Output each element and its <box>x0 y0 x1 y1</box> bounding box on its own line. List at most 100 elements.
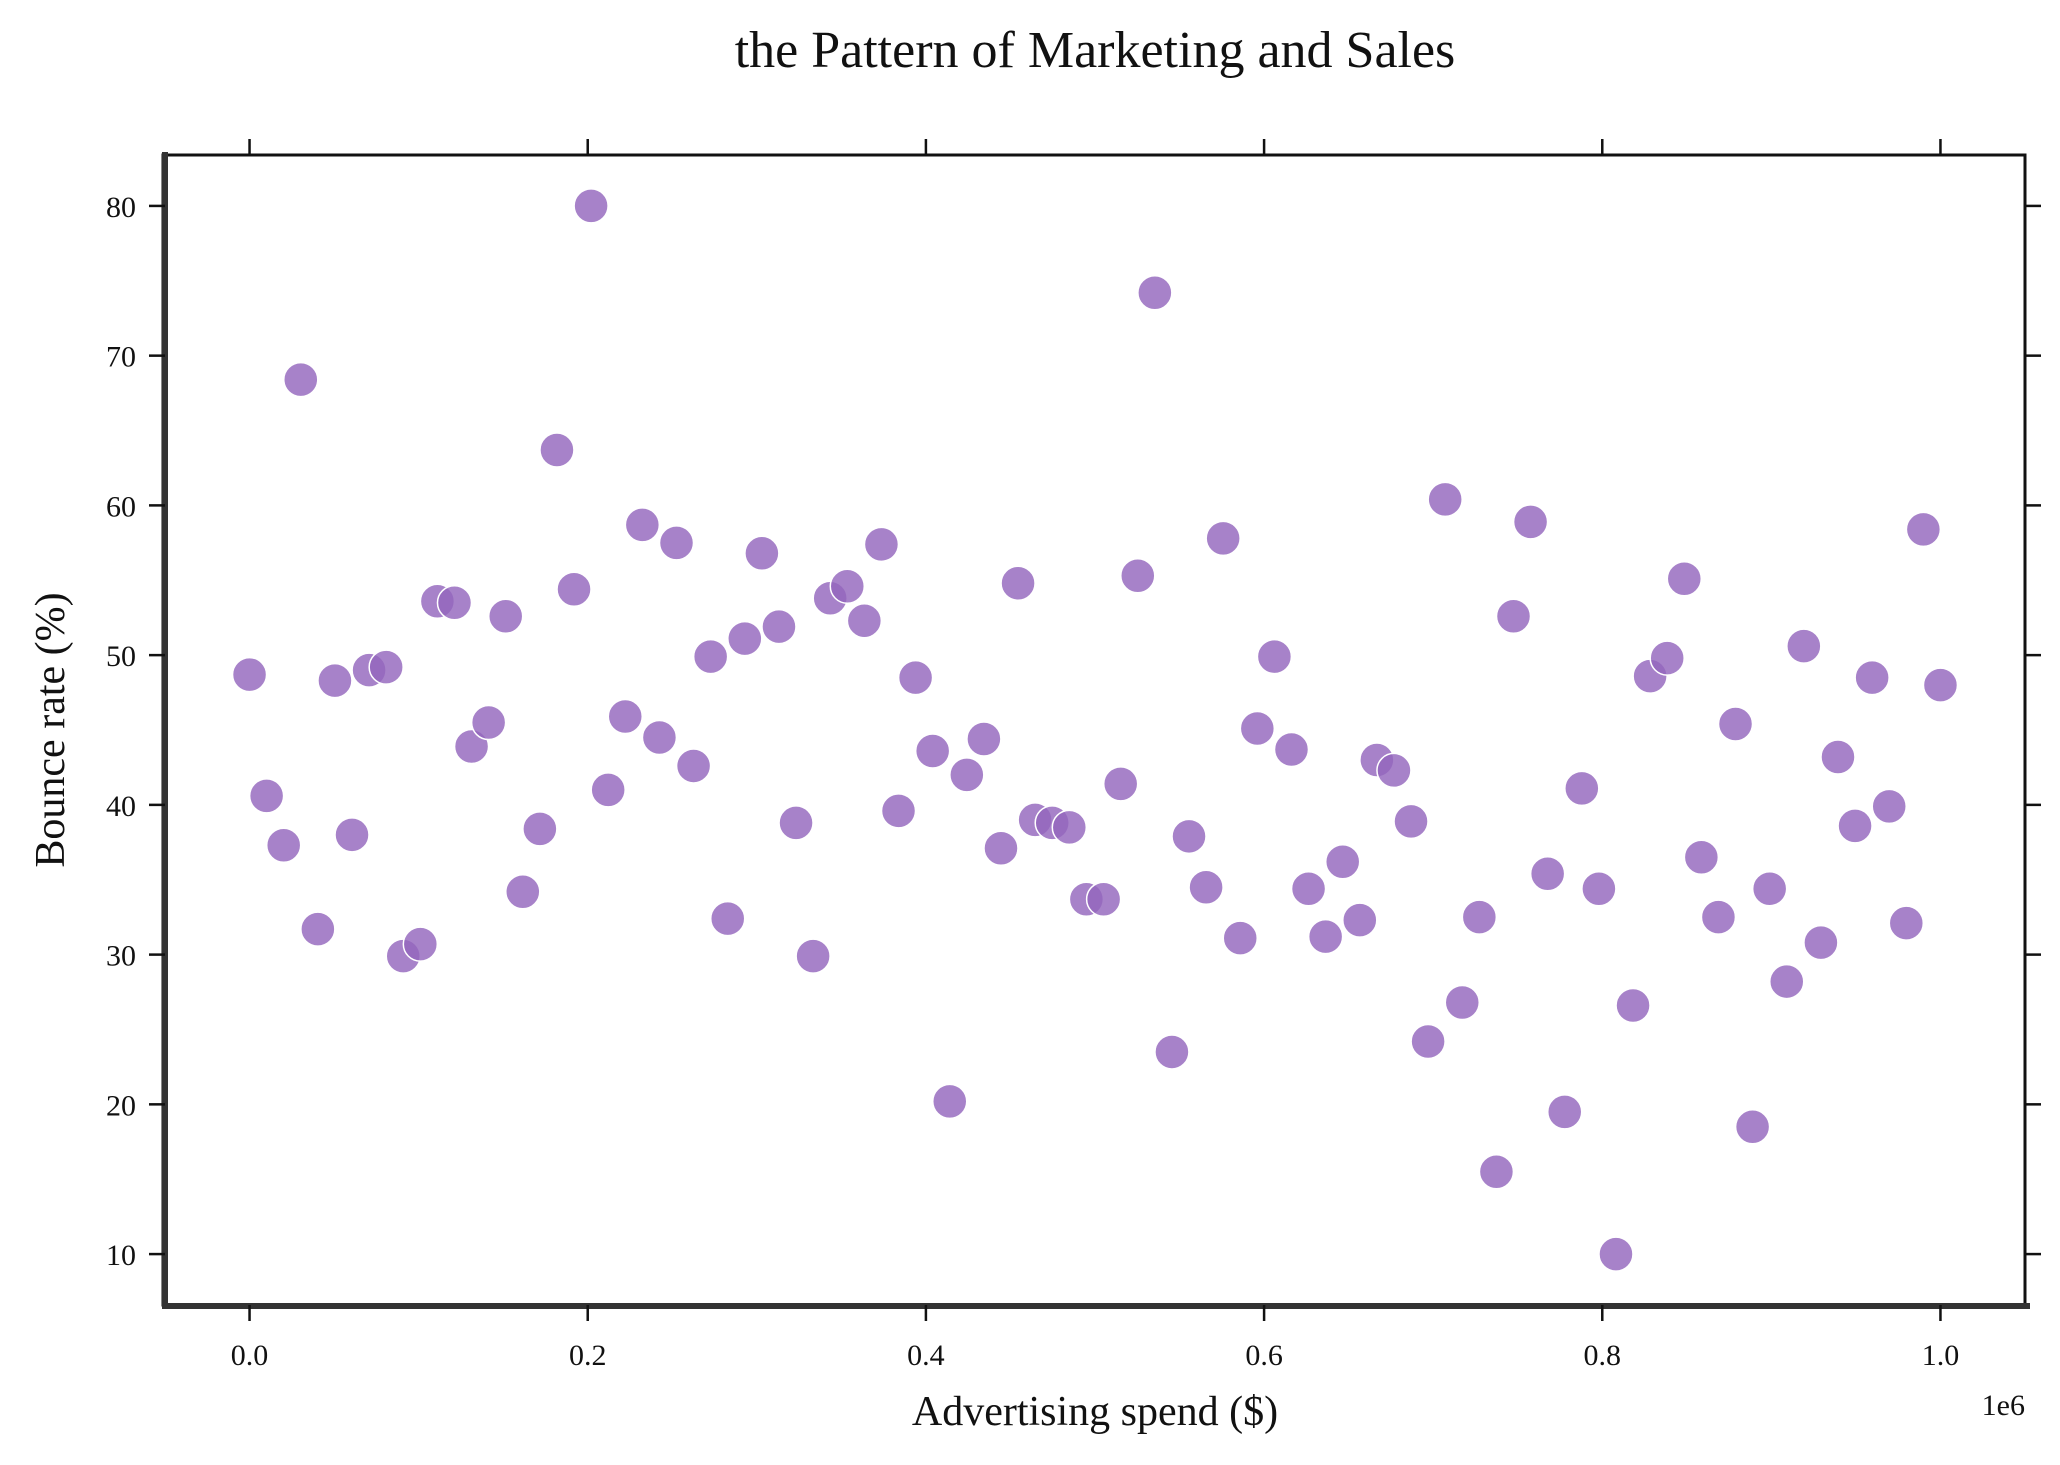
data-point <box>709 900 746 937</box>
data-point <box>1683 839 1720 876</box>
data-point <box>522 811 558 847</box>
data-point <box>1717 706 1754 742</box>
data-point <box>1427 481 1463 518</box>
data-point <box>1854 659 1890 696</box>
data-point <box>539 432 575 468</box>
data-point <box>1444 984 1481 1021</box>
data-point <box>436 584 473 621</box>
data-point <box>1410 1023 1446 1060</box>
data-point <box>727 620 763 657</box>
data-point <box>1342 902 1378 938</box>
data-point <box>317 662 353 699</box>
data-point <box>1905 511 1942 548</box>
data-point <box>863 526 900 563</box>
x-tick-label: 1.0 <box>1922 1339 1960 1372</box>
y-tick-label: 10 <box>106 1239 136 1272</box>
data-point <box>1751 870 1788 907</box>
data-point <box>983 830 1019 867</box>
data-point <box>1120 558 1156 594</box>
data-point <box>1922 667 1959 703</box>
data-point <box>556 571 592 607</box>
data-point <box>778 805 814 841</box>
data-point <box>1188 869 1224 905</box>
data-point <box>1324 844 1361 880</box>
data-point <box>248 778 285 814</box>
data-point <box>1649 640 1685 676</box>
data-point <box>966 721 1002 757</box>
data-point <box>1871 788 1907 825</box>
chart-title: the Pattern of Marketing and Sales <box>735 22 1456 79</box>
y-tick-label: 60 <box>106 490 136 523</box>
data-point <box>949 757 985 793</box>
y-tick-label: 40 <box>106 790 136 823</box>
data-point <box>880 793 917 829</box>
y-tick-label: 30 <box>106 940 136 973</box>
data-point <box>470 704 507 741</box>
data-point <box>283 361 319 398</box>
data-point <box>1154 1034 1190 1070</box>
data-point <box>573 188 609 224</box>
data-point <box>1205 520 1241 557</box>
data-point <box>1461 899 1498 935</box>
data-point <box>1734 1109 1771 1145</box>
x-tick-label: 0.4 <box>907 1339 945 1372</box>
data-point <box>675 748 712 784</box>
x-tick-label: 0.6 <box>1245 1339 1283 1372</box>
data-point <box>846 602 883 639</box>
data-point <box>1512 504 1549 540</box>
data-point <box>300 911 336 947</box>
y-tick-label: 50 <box>106 640 136 673</box>
data-point <box>914 733 951 769</box>
x-tick-label: 0.0 <box>231 1339 269 1372</box>
data-point <box>1769 963 1805 1000</box>
y-tick-label: 20 <box>106 1089 136 1122</box>
y-tick-label: 80 <box>106 191 136 224</box>
data-point <box>1495 598 1532 634</box>
axis-ticks: 0.0 0.2 0.4 0.6 0.8 1.0 10 20 30 40 50 60 70 80 <box>106 139 2041 1372</box>
data-point <box>590 772 626 808</box>
data-point <box>1478 1153 1515 1190</box>
data-point <box>1222 920 1258 956</box>
x-axis-label: Advertising spend ($) <box>912 1389 1278 1435</box>
data-point <box>231 656 268 693</box>
data-point <box>897 659 934 696</box>
data-point <box>1786 628 1822 664</box>
y-tick-label: 70 <box>106 341 136 374</box>
data-point <box>1820 739 1856 775</box>
data-point <box>334 817 370 853</box>
data-point <box>624 507 661 543</box>
data-point <box>1307 918 1344 955</box>
data-point <box>1888 905 1925 941</box>
data-point <box>1051 809 1088 846</box>
data-point <box>1171 818 1207 855</box>
data-point <box>829 568 866 604</box>
data-point <box>1803 924 1839 961</box>
data-point <box>1393 803 1429 840</box>
data-point <box>1564 770 1600 807</box>
data-point <box>1102 766 1139 802</box>
data-point <box>1700 899 1737 935</box>
y-axis-label: Bounce rate (%) <box>28 592 74 867</box>
data-point <box>795 938 831 974</box>
data-point <box>641 719 678 756</box>
data-point <box>1256 638 1293 675</box>
data-point <box>1137 275 1173 311</box>
data-point <box>1085 881 1122 917</box>
data-point <box>1615 987 1651 1024</box>
data-point <box>1273 731 1310 768</box>
data-point <box>1000 565 1036 602</box>
data-point <box>1376 752 1412 789</box>
x-tick-label: 0.8 <box>1584 1339 1622 1372</box>
data-point <box>1581 870 1617 907</box>
data-point <box>1290 870 1327 907</box>
data-point <box>368 649 404 685</box>
data-point <box>402 926 439 962</box>
data-point <box>1598 1236 1634 1272</box>
data-point <box>1837 808 1873 844</box>
data-point <box>1239 710 1276 747</box>
data-point <box>744 535 780 572</box>
data-point <box>505 873 541 910</box>
